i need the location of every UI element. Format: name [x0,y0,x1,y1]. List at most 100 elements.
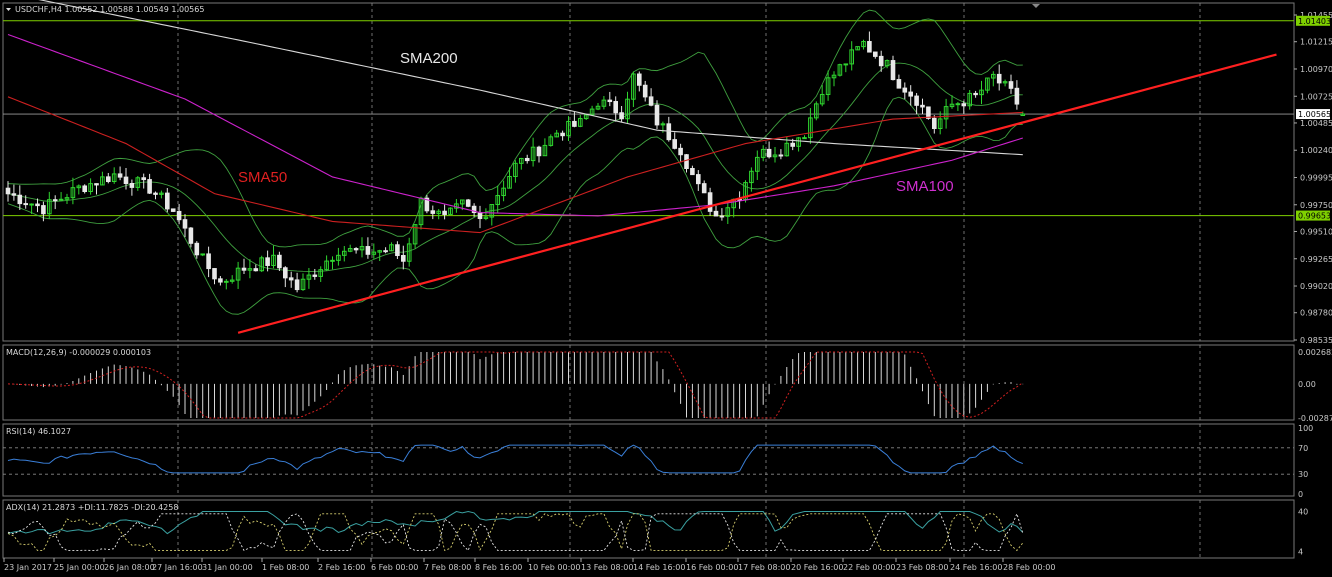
candle [560,130,565,141]
lower-band [7,96,1023,315]
time-tick-label: 20 Feb 16:00 [791,563,843,572]
candle [159,190,164,199]
candle [106,172,111,184]
candle [129,179,135,196]
candle [253,264,259,272]
candle [943,98,949,129]
candle [637,71,642,92]
candle [64,193,70,204]
candle [955,101,961,111]
svg-text:1.00565: 1.00565 [1298,110,1331,119]
rsi-axis: 100 70 30 0 [1298,424,1313,499]
candle [884,59,890,69]
candle [914,93,919,115]
candle [200,253,205,257]
candle [937,111,943,135]
candle [725,200,731,224]
price-tick-label: 0.99750 [1300,201,1332,210]
candle [342,246,347,262]
price-tick-label: 1.01455 [1300,11,1332,20]
time-tick-label: 23 Jan 2017 [4,563,52,572]
time-tick-label: 6 Feb 00:00 [371,563,418,572]
macd-tick-label: -0.002875 [1298,414,1332,423]
candle [353,247,359,254]
chart-menu-triangle-icon[interactable] [6,8,11,11]
candle [619,106,624,123]
candle [507,167,512,189]
time-tick-label: 24 Feb 16:00 [950,563,1002,572]
candle [365,237,371,259]
candle [324,255,329,271]
time-tick-label: 16 Feb 00:00 [686,563,738,572]
candle [996,64,1002,91]
time-tick-label: 28 Feb 00:00 [1003,563,1055,572]
ascending-trendline[interactable] [237,53,1277,334]
candle [111,167,117,184]
candle [719,208,725,221]
candle [377,249,382,262]
candle [141,173,146,189]
rsi-line [3,444,1294,475]
rsi-title: RSI(14) 46.1027 [6,427,71,436]
candle [318,266,323,282]
candle [247,259,253,279]
candle [802,135,807,140]
candle [70,177,76,205]
candle [542,138,548,157]
candle [991,71,996,87]
price-tick-label: 1.01215 [1300,38,1332,47]
candle [696,170,701,191]
candle [153,191,158,200]
candle [902,82,908,100]
candle [595,102,601,111]
time-tick-label: 31 Jan 00:00 [202,563,253,572]
candle [495,185,500,214]
main-pane-frame [2,2,1295,342]
horizontal-levels [3,20,1294,217]
candle [1020,111,1026,117]
candle [701,180,707,194]
candle [589,105,595,117]
candle [371,243,377,259]
time-tick-label: 14 Feb 16:00 [633,563,685,572]
candle [607,91,613,107]
candle [406,237,412,267]
rsi-tick-label: 30 [1298,470,1308,479]
candle [713,205,719,217]
candle [1014,80,1020,110]
time-tick-label: 13 Feb 08:00 [581,563,633,572]
candle [94,183,99,195]
candle [465,198,471,208]
candle [389,242,394,252]
candle [288,271,294,288]
candle [873,51,878,59]
adx-main-line [7,511,1024,535]
candlestick-series [5,31,1026,293]
upper-band [7,9,1023,248]
price-tick-label: 1.00240 [1300,146,1332,155]
chart-shift-marker-icon[interactable] [1032,4,1040,8]
macd-title: MACD(12,26,9) -0.000029 0.000103 [6,348,151,357]
candle [347,244,353,253]
time-tick-label: 8 Feb 16:00 [475,563,522,572]
support-price-tag: 0.99653 [1296,210,1331,221]
candle [772,147,778,163]
candle [684,154,689,173]
candle [707,187,713,216]
candle [554,129,560,138]
time-tick-label: 22 Feb 00:00 [843,563,895,572]
time-tick-label: 1 Feb 08:00 [262,563,309,572]
candle [82,184,88,194]
sma50-line [7,96,1023,234]
moving-averages [7,0,1023,234]
macd-signal-line [7,351,1024,419]
candle [648,88,654,107]
candle [849,41,855,71]
candle [513,160,518,183]
candle [867,31,872,53]
sma100-annotation: SMA100 [896,178,954,195]
candle [631,71,636,108]
time-tick-label: 17 Feb 08:00 [738,563,790,572]
symbol-header: USDCHF,H4 1.00552 1.00588 1.00549 1.0056… [15,5,204,14]
